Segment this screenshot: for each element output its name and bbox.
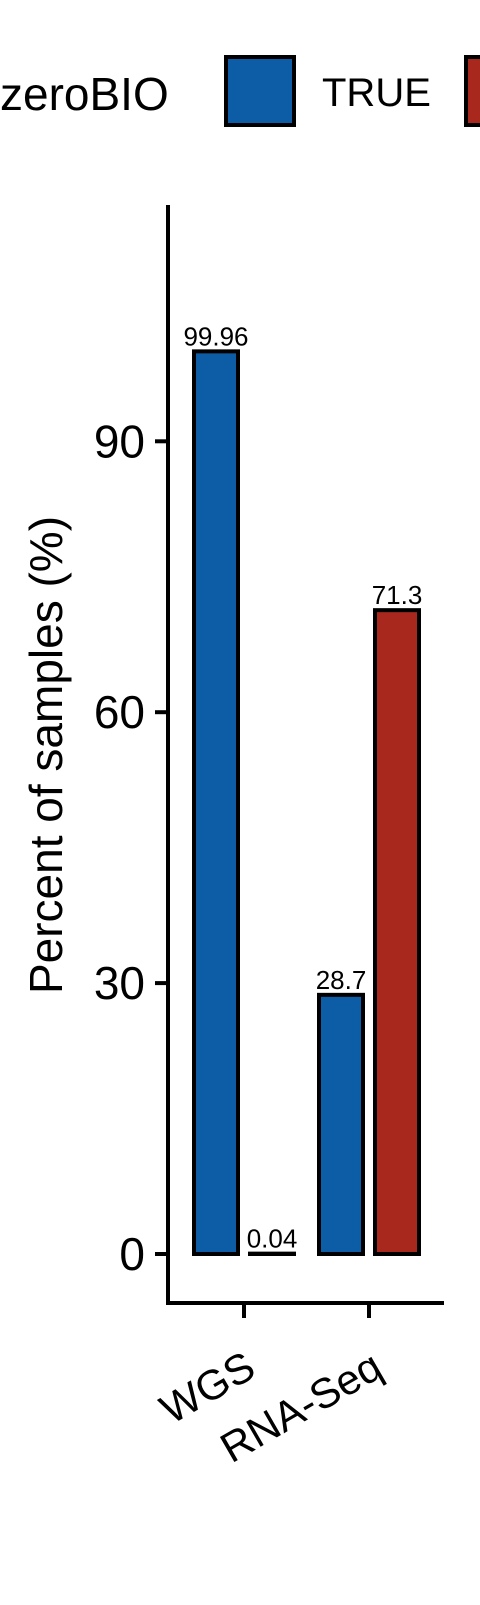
y-tick-label: 60 [94,686,145,738]
legend-swatch-true [226,57,294,125]
bars [194,351,419,1254]
bar-value-label: 99.96 [183,321,248,351]
bar-value-label: 0.04 [247,1224,298,1254]
y-tick-label: 30 [94,957,145,1009]
legend-title: zeroBIO [0,68,169,120]
y-axis-title: Percent of samples (%) [20,516,72,994]
legend-label-true: TRUE [322,71,431,115]
bar-false-rna-seq [375,610,419,1254]
y-tick-label: 90 [94,415,145,467]
legend-swatch-false [466,57,480,125]
bar-true-rna-seq [319,995,363,1254]
y-tick-label: 0 [119,1228,145,1280]
bar-value-label: 71.3 [372,580,423,610]
bar-true-wgs [194,351,238,1254]
y-axis-ticks: 0 30 60 90 [94,415,168,1280]
legend: zeroBIO TRUE [0,57,480,125]
bar-value-label: 28.7 [316,965,367,995]
